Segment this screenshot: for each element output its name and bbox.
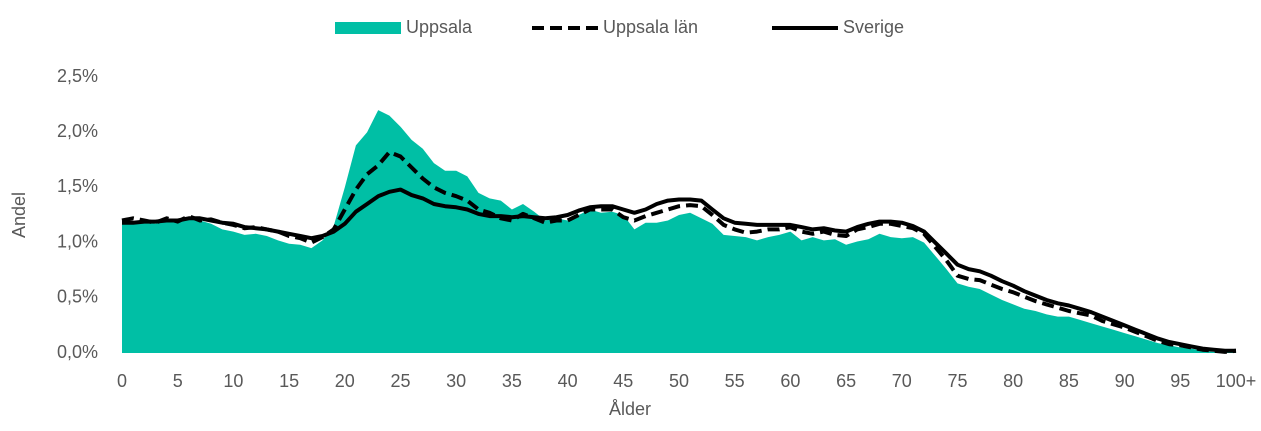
x-tick-label: 45 [613, 371, 633, 391]
line [121, 150, 1237, 354]
y-tick-label: 2,5% [57, 66, 98, 86]
x-tick-label: 0 [117, 371, 127, 391]
x-tick-label: 85 [1059, 371, 1079, 391]
x-axis-title: Ålder [609, 399, 651, 419]
x-tick-label: 65 [836, 371, 856, 391]
legend-label: Uppsala län [603, 17, 698, 37]
y-tick-label: 0,5% [57, 287, 98, 307]
x-tick-label: 95 [1170, 371, 1190, 391]
legend-label: Sverige [843, 17, 904, 37]
x-tick-label: 100+ [1216, 371, 1257, 391]
x-tick-label: 25 [390, 371, 410, 391]
x-tick-label: 80 [1003, 371, 1023, 391]
x-tick-label: 40 [558, 371, 578, 391]
x-tick-label: 30 [446, 371, 466, 391]
x-tick-label: 90 [1115, 371, 1135, 391]
y-tick-label: 1,0% [57, 231, 98, 251]
y-tick-label: 1,5% [57, 176, 98, 196]
y-tick-label: 0,0% [57, 342, 98, 362]
x-tick-label: 10 [223, 371, 243, 391]
x-tick-label: 50 [669, 371, 689, 391]
y-tick-label: 2,0% [57, 121, 98, 141]
legend-swatch [335, 22, 401, 34]
x-tick-label: 5 [173, 371, 183, 391]
x-tick-label: 20 [335, 371, 355, 391]
y-axis-title: Andel [9, 192, 29, 238]
line [122, 187, 1236, 353]
legend-label: Uppsala [406, 17, 473, 37]
x-tick-label: 35 [502, 371, 522, 391]
x-tick-label: 70 [892, 371, 912, 391]
area [122, 110, 1236, 353]
x-tick-label: 15 [279, 371, 299, 391]
x-tick-label: 55 [725, 371, 745, 391]
x-tick-label: 60 [780, 371, 800, 391]
x-tick-label: 75 [947, 371, 967, 391]
